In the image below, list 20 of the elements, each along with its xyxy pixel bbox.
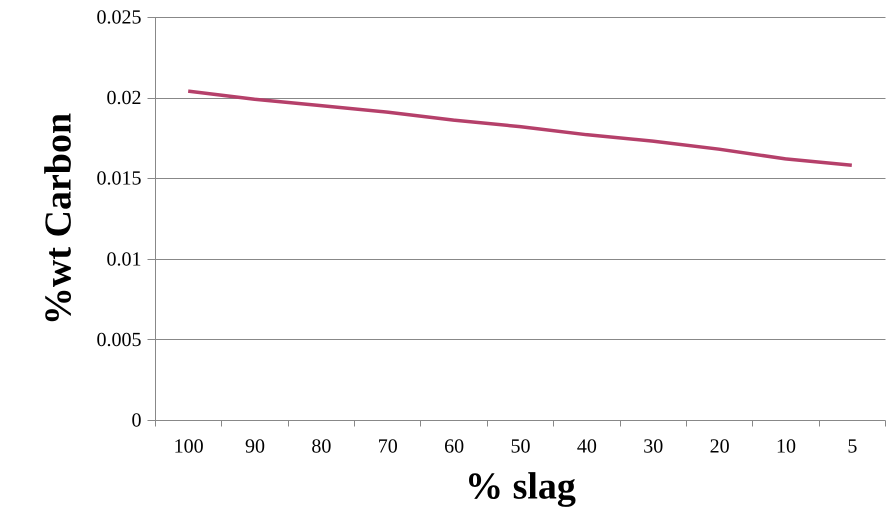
x-tick-label: 30	[643, 436, 664, 458]
y-tick-label: 0.02	[106, 87, 142, 110]
x-tick-label: 5	[847, 436, 858, 458]
x-tick-label: 70	[378, 436, 398, 458]
x-tick-label: 90	[245, 436, 266, 458]
x-tick-label: 40	[576, 436, 597, 458]
y-tick-label: 0.025	[96, 6, 142, 28]
line-series	[186, 89, 854, 168]
x-tick-label: 60	[444, 436, 464, 458]
x-tick-label: 80	[311, 436, 332, 458]
y-tick-label: 0.005	[96, 328, 142, 351]
x-tick-label: 100	[174, 436, 204, 458]
y-tick-label: 0	[132, 410, 142, 432]
x-tick-label: 10	[776, 436, 796, 458]
x-axis-title: % slag	[465, 466, 576, 508]
x-tick-label: 20	[710, 436, 730, 458]
y-tick-label: 0.015	[96, 168, 142, 190]
y-axis-title: %wt Carbon	[38, 112, 80, 326]
y-tick-label: 0.01	[106, 248, 142, 270]
x-tick-label: 50	[510, 436, 530, 458]
